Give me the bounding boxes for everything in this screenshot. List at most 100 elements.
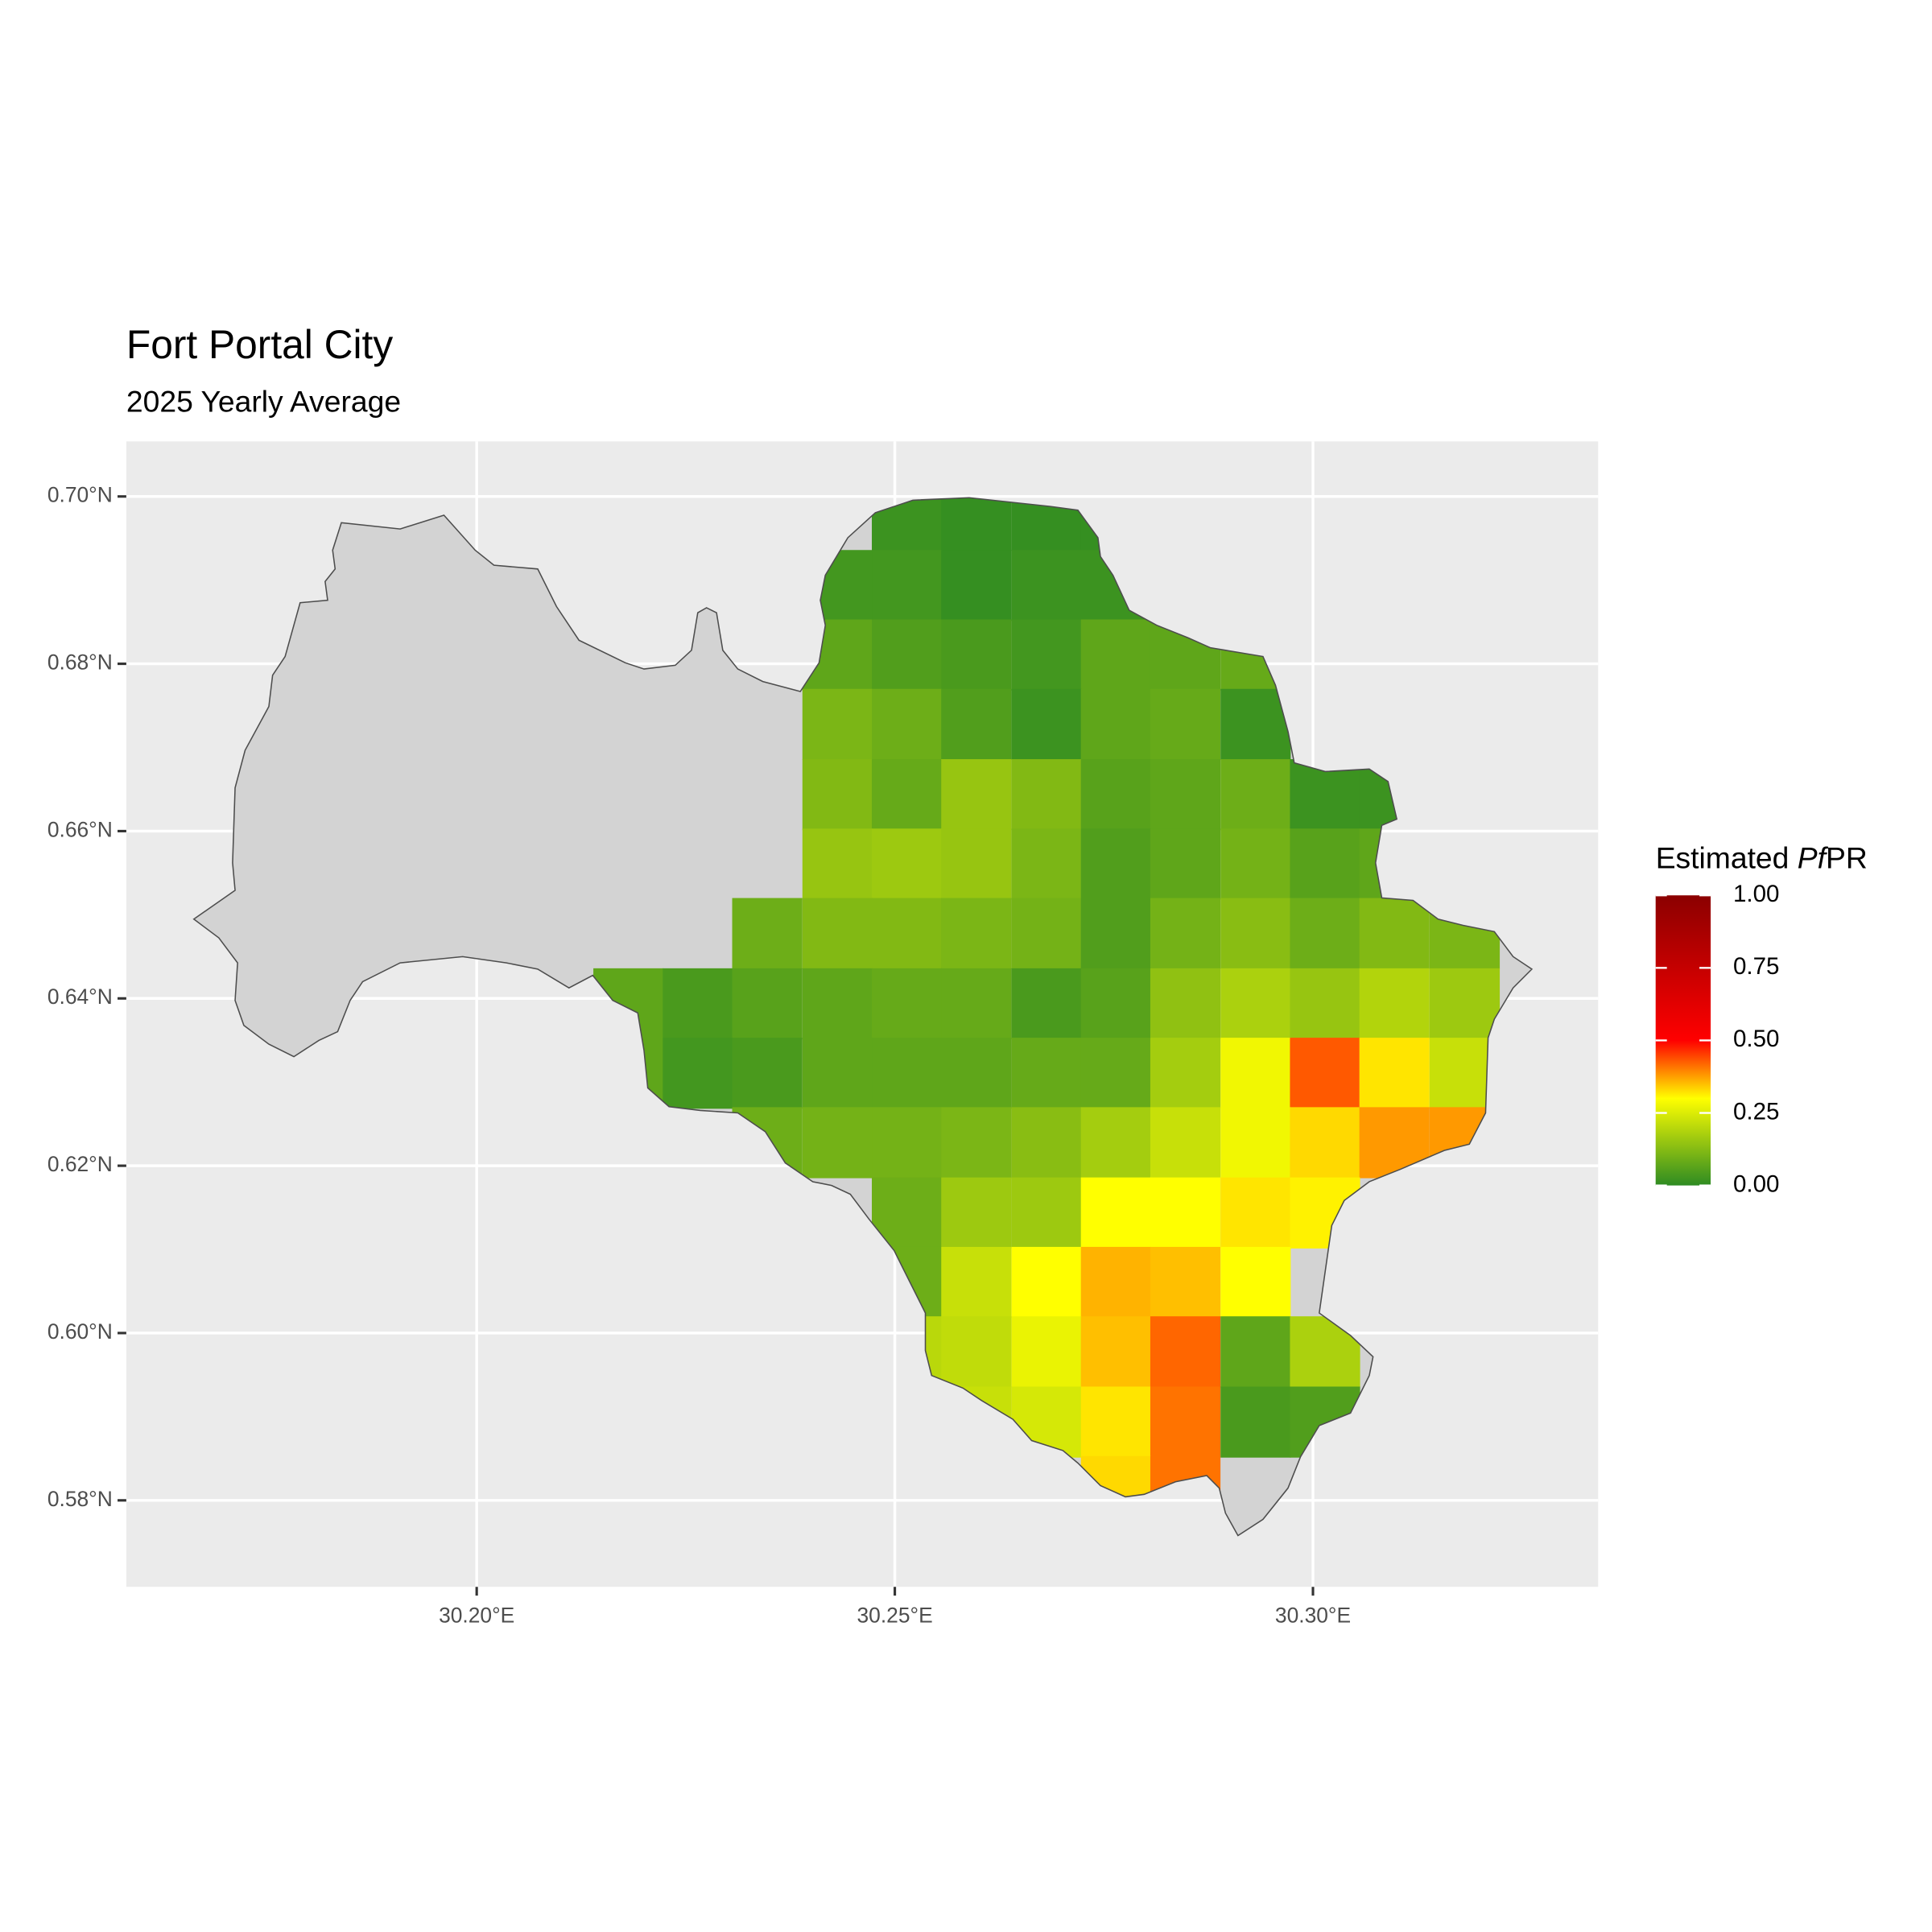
cell [1220, 759, 1291, 831]
cell [1150, 688, 1221, 760]
cell [1011, 1107, 1082, 1179]
cell [1429, 968, 1501, 1040]
cell [872, 759, 943, 831]
cell [1080, 968, 1151, 1040]
y-tick-label: 0.58°N [47, 1487, 113, 1511]
cell [941, 1107, 1012, 1179]
cell [1150, 968, 1221, 1040]
y-tick-label: 0.68°N [47, 650, 113, 675]
cell [1150, 759, 1221, 831]
cell [1080, 619, 1151, 691]
y-tick-label: 0.62°N [47, 1152, 113, 1176]
cell [1220, 688, 1291, 760]
cell [1011, 688, 1082, 760]
cell [941, 1038, 1012, 1109]
cell [1011, 1177, 1082, 1249]
cell [1080, 898, 1151, 969]
cell [802, 1038, 873, 1109]
cell [1220, 1107, 1291, 1179]
cell [1150, 828, 1221, 900]
cell [732, 968, 803, 1040]
cell [872, 550, 943, 621]
cell [941, 497, 1012, 551]
cell [941, 1177, 1012, 1249]
cell [663, 968, 733, 1040]
cell [732, 1038, 803, 1109]
cell [1080, 1038, 1151, 1109]
cell [1080, 828, 1151, 900]
cell [872, 1107, 943, 1179]
cell [1011, 550, 1082, 621]
cell [872, 968, 943, 1040]
legend-title: Estimated PfPR [1656, 841, 1868, 875]
x-tick-label: 30.30°E [1275, 1604, 1351, 1628]
cell [941, 688, 1012, 760]
cell [1150, 1177, 1221, 1249]
legend: 0.00 0.25 0.50 0.75 1.00 [1655, 881, 1779, 1197]
x-tick-label: 30.20°E [439, 1604, 514, 1628]
cell [872, 688, 943, 760]
cell [1150, 1107, 1221, 1179]
legend-title-text: PR [1826, 841, 1868, 875]
cell [732, 898, 803, 969]
cell [1290, 1038, 1360, 1109]
y-tick-label: 0.70°N [47, 483, 113, 507]
raster [593, 497, 1501, 1527]
cell [941, 550, 1012, 621]
cell [802, 759, 873, 831]
colorbar-label: 0.50 [1733, 1026, 1779, 1052]
cell [1290, 828, 1360, 900]
cell [1220, 1038, 1291, 1109]
cell [872, 828, 943, 900]
cell [1150, 898, 1221, 969]
axes: 30.20°E 30.25°E 30.30°E 0.58°N 0.60°N 0.62°N 0… [47, 483, 1351, 1628]
cell [1359, 1038, 1430, 1109]
cell [802, 968, 873, 1040]
colorbar-label: 0.25 [1733, 1098, 1779, 1125]
cell [1150, 1316, 1221, 1388]
y-tick-label: 0.66°N [47, 817, 113, 841]
cell [802, 1107, 873, 1179]
cell [1290, 898, 1360, 969]
cell [1080, 1107, 1151, 1179]
cell [1011, 828, 1082, 900]
cell [1220, 968, 1291, 1040]
cell [1080, 1316, 1151, 1388]
city-boundary [192, 497, 1534, 1537]
cell [941, 968, 1012, 1040]
cell [941, 898, 1012, 969]
chart-title: Fort Portal City [126, 322, 393, 367]
cell [1220, 1246, 1291, 1319]
cell [941, 828, 1012, 900]
cell [1220, 828, 1291, 900]
cell [1150, 1386, 1221, 1458]
cell [872, 619, 943, 691]
cell [941, 619, 1012, 691]
cell [1080, 1246, 1151, 1319]
cell [1080, 1177, 1151, 1249]
cell [941, 1246, 1012, 1319]
cell [1080, 759, 1151, 831]
cell [1290, 1107, 1360, 1179]
cell [1011, 619, 1082, 691]
cell [1290, 968, 1360, 1040]
cell [872, 1038, 943, 1109]
colorbar-label: 0.00 [1733, 1170, 1779, 1197]
cell [1220, 1386, 1291, 1458]
cell [1220, 1316, 1291, 1388]
cell [1150, 1038, 1221, 1109]
cell [1220, 898, 1291, 969]
cell [802, 828, 873, 900]
colorbar-label: 1.00 [1733, 881, 1779, 907]
cell [1080, 1386, 1151, 1458]
chart-subtitle: 2025 Yearly Average [126, 385, 401, 419]
legend-title-text: Estimated [1656, 841, 1798, 875]
cell [941, 759, 1012, 831]
cell [1011, 898, 1082, 969]
cell [1011, 1246, 1082, 1319]
colorbar-label: 0.75 [1733, 953, 1779, 980]
cell [663, 1038, 733, 1109]
cell [872, 898, 943, 969]
cell [1080, 688, 1151, 760]
cell [941, 1316, 1012, 1388]
